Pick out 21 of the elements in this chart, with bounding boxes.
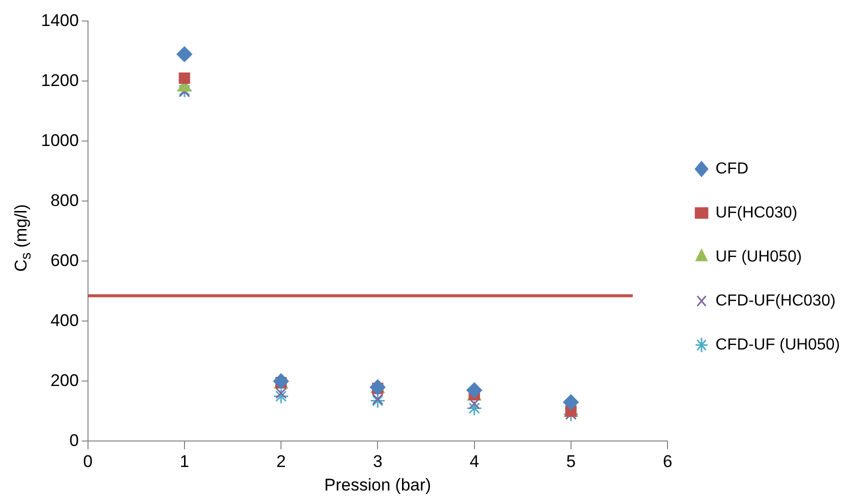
- x-tick-label: 2: [276, 452, 286, 472]
- y-tick-label: 400: [50, 310, 79, 330]
- legend-label: UF (UH050): [716, 248, 802, 266]
- x-tick-label: 4: [470, 452, 480, 472]
- x-tick-label: 5: [566, 452, 576, 472]
- x-tick-label: 0: [83, 452, 93, 472]
- legend-label: UF(HC030): [716, 204, 798, 222]
- x-tick-label: 3: [372, 452, 382, 472]
- y-tick-label: 1000: [40, 130, 79, 150]
- x-tick-label: 1: [180, 452, 190, 472]
- x-axis-title: Pression (bar): [324, 475, 432, 494]
- y-tick-label: 200: [50, 370, 79, 390]
- legend-label: CFD-UF(HC030): [716, 292, 836, 310]
- legend-label: CFD-UF (UH050): [716, 336, 840, 354]
- y-tick-label: 1400: [40, 10, 79, 30]
- x-tick-label: 6: [662, 452, 672, 472]
- y-tick-label: 600: [50, 250, 79, 270]
- y-tick-label: 0: [69, 430, 79, 450]
- legend-label: CFD: [716, 160, 748, 178]
- y-tick-label: 1200: [40, 70, 79, 90]
- y-tick-label: 800: [50, 190, 79, 210]
